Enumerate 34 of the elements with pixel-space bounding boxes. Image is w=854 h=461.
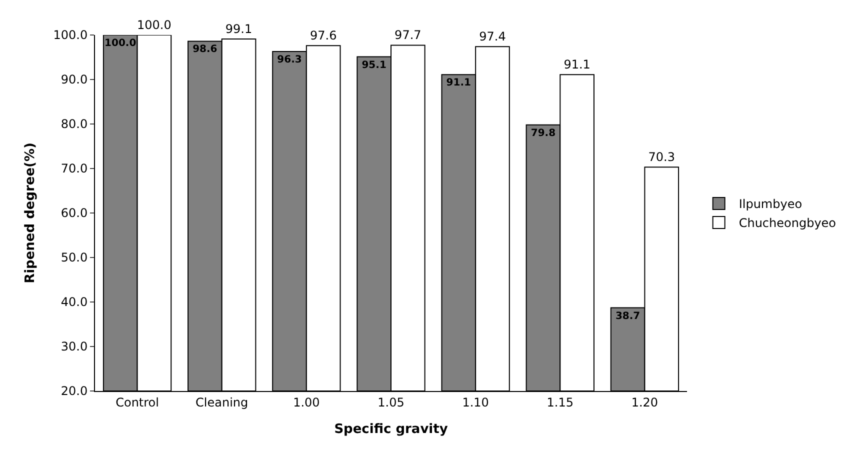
- x-tick-label: 1.00: [293, 395, 320, 410]
- y-tick-label: 60.0: [60, 206, 88, 220]
- x-tick-label: 1.10: [462, 395, 489, 410]
- data-label: 91.1: [446, 78, 472, 89]
- data-label: 79.8: [530, 128, 556, 139]
- data-label: 70.3: [648, 150, 675, 164]
- data-label: 99.1: [225, 22, 252, 36]
- data-label: 100.0: [137, 18, 172, 32]
- y-tick-label: 100.0: [53, 28, 88, 42]
- data-label: 96.3: [277, 54, 302, 66]
- data-label: 98.6: [192, 44, 218, 56]
- data-label: 38.7: [615, 310, 640, 322]
- data-label: 97.6: [310, 28, 337, 43]
- data-label: 97.7: [394, 28, 422, 42]
- x-axis-title: Specific gravity: [334, 422, 448, 437]
- y-tick-label: 50.0: [60, 250, 88, 265]
- x-tick-label: 1.20: [631, 395, 658, 410]
- y-tick-label: 80.0: [60, 117, 88, 132]
- legend-label: Chucheongbyeo: [738, 216, 836, 230]
- y-tick-label: 70.0: [60, 162, 88, 176]
- y-axis-title: Ripened degree(%): [23, 142, 38, 284]
- x-tick-label: 1.15: [546, 395, 574, 410]
- x-tick-label: 1.05: [378, 395, 404, 410]
- y-tick-label: 20.0: [60, 384, 88, 398]
- legend-label: Ilpumbyeo: [738, 197, 802, 212]
- y-tick-label: 40.0: [60, 295, 88, 310]
- x-tick-label: Cleaning: [196, 395, 248, 410]
- data-label: 97.4: [479, 30, 506, 44]
- data-label: 95.1: [362, 60, 386, 71]
- data-label: 91.1: [564, 58, 590, 72]
- x-tick-label: Control: [116, 395, 159, 410]
- y-tick-label: 90.0: [60, 72, 88, 87]
- data-label: 100.0: [104, 38, 136, 49]
- y-tick-label: 30.0: [60, 340, 88, 354]
